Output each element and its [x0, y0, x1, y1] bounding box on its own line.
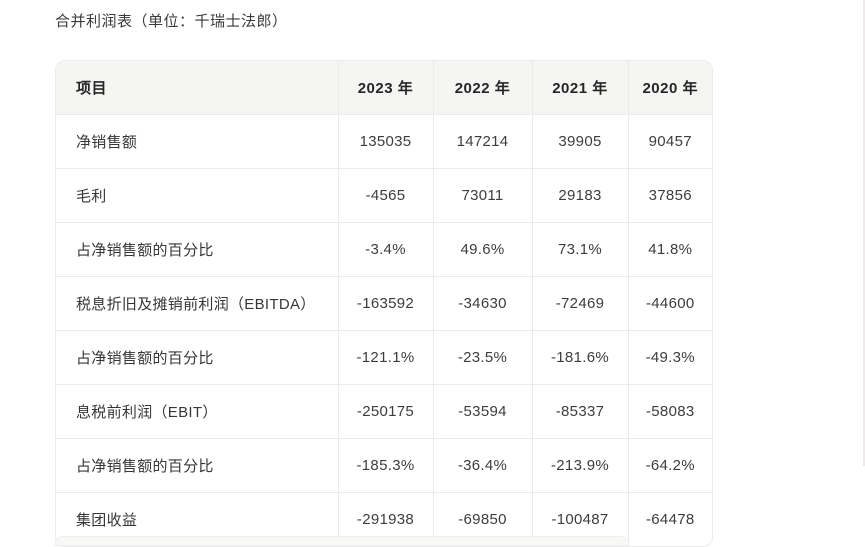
row-label: 占净销售额的百分比 [56, 330, 338, 385]
cell-value: -3.4% [337, 222, 433, 277]
row-label: 占净销售额的百分比 [56, 222, 338, 277]
row-label: 净销售额 [56, 114, 338, 169]
column-header-year: 2022 年 [432, 61, 532, 115]
cell-value: 135035 [337, 114, 433, 169]
cell-value: 37856 [627, 168, 712, 223]
row-label: 毛利 [56, 168, 338, 223]
cell-value: -23.5% [432, 330, 532, 385]
right-edge-divider [863, 0, 865, 466]
cell-value: 73011 [432, 168, 532, 223]
cell-value: 49.6% [432, 222, 532, 277]
table-row: 息税前利润（EBIT） -250175 -53594 -85337 -58083 [56, 384, 712, 439]
table-row: 占净销售额的百分比 -121.1% -23.5% -181.6% -49.3% [56, 330, 712, 385]
table-row: 净销售额 135035 147214 39905 90457 [56, 114, 712, 169]
column-header-year: 2021 年 [531, 61, 628, 115]
cell-value: -85337 [531, 384, 628, 439]
data-table: 项目 2023 年 2022 年 2021 年 2020 年 净销售额 135035 147… [56, 61, 712, 546]
cell-value: -34630 [432, 276, 532, 331]
cell-value: -64478 [627, 492, 712, 546]
column-header-item: 项目 [56, 61, 338, 115]
table-row: 毛利 -4565 73011 29183 37856 [56, 168, 712, 223]
header-row: 项目 2023 年 2022 年 2021 年 2020 年 [56, 61, 712, 115]
cell-value: -49.3% [627, 330, 712, 385]
row-label: 息税前利润（EBIT） [56, 384, 338, 439]
cell-value: 90457 [627, 114, 712, 169]
cell-value: -163592 [337, 276, 433, 331]
column-header-year: 2023 年 [337, 61, 433, 115]
table-row: 占净销售额的百分比 -3.4% 49.6% 73.1% 41.8% [56, 222, 712, 277]
cell-value: 41.8% [627, 222, 712, 277]
column-header-year: 2020 年 [627, 61, 712, 115]
cell-value: -44600 [627, 276, 712, 331]
cell-value: -121.1% [337, 330, 433, 385]
cell-value: -64.2% [627, 438, 712, 493]
cell-value: -181.6% [531, 330, 628, 385]
cell-value: 39905 [531, 114, 628, 169]
cell-value: 147214 [432, 114, 532, 169]
table-header: 项目 2023 年 2022 年 2021 年 2020 年 [56, 61, 712, 115]
cell-value: -250175 [337, 384, 433, 439]
cell-value: -72469 [531, 276, 628, 331]
cell-value: -213.9% [531, 438, 628, 493]
cell-value: -58083 [627, 384, 712, 439]
cell-value: 73.1% [531, 222, 628, 277]
table-row: 占净销售额的百分比 -185.3% -36.4% -213.9% -64.2% [56, 438, 712, 493]
row-label: 税息折旧及摊销前利润（EBITDA） [56, 276, 338, 331]
table-body: 净销售额 135035 147214 39905 90457 毛利 -4565 73011 29… [56, 114, 712, 546]
table-row: 税息折旧及摊销前利润（EBITDA） -163592 -34630 -72469 -44… [56, 276, 712, 331]
cell-value: -185.3% [337, 438, 433, 493]
next-element-peek [55, 536, 629, 546]
row-label: 占净销售额的百分比 [56, 438, 338, 493]
page-title: 合并利润表（单位：千瑞士法郎） [55, 13, 288, 30]
cell-value: -53594 [432, 384, 532, 439]
cell-value: 29183 [531, 168, 628, 223]
cell-value: -4565 [337, 168, 433, 223]
income-statement-table: 项目 2023 年 2022 年 2021 年 2020 年 净销售额 135035 147… [55, 60, 713, 547]
cell-value: -36.4% [432, 438, 532, 493]
